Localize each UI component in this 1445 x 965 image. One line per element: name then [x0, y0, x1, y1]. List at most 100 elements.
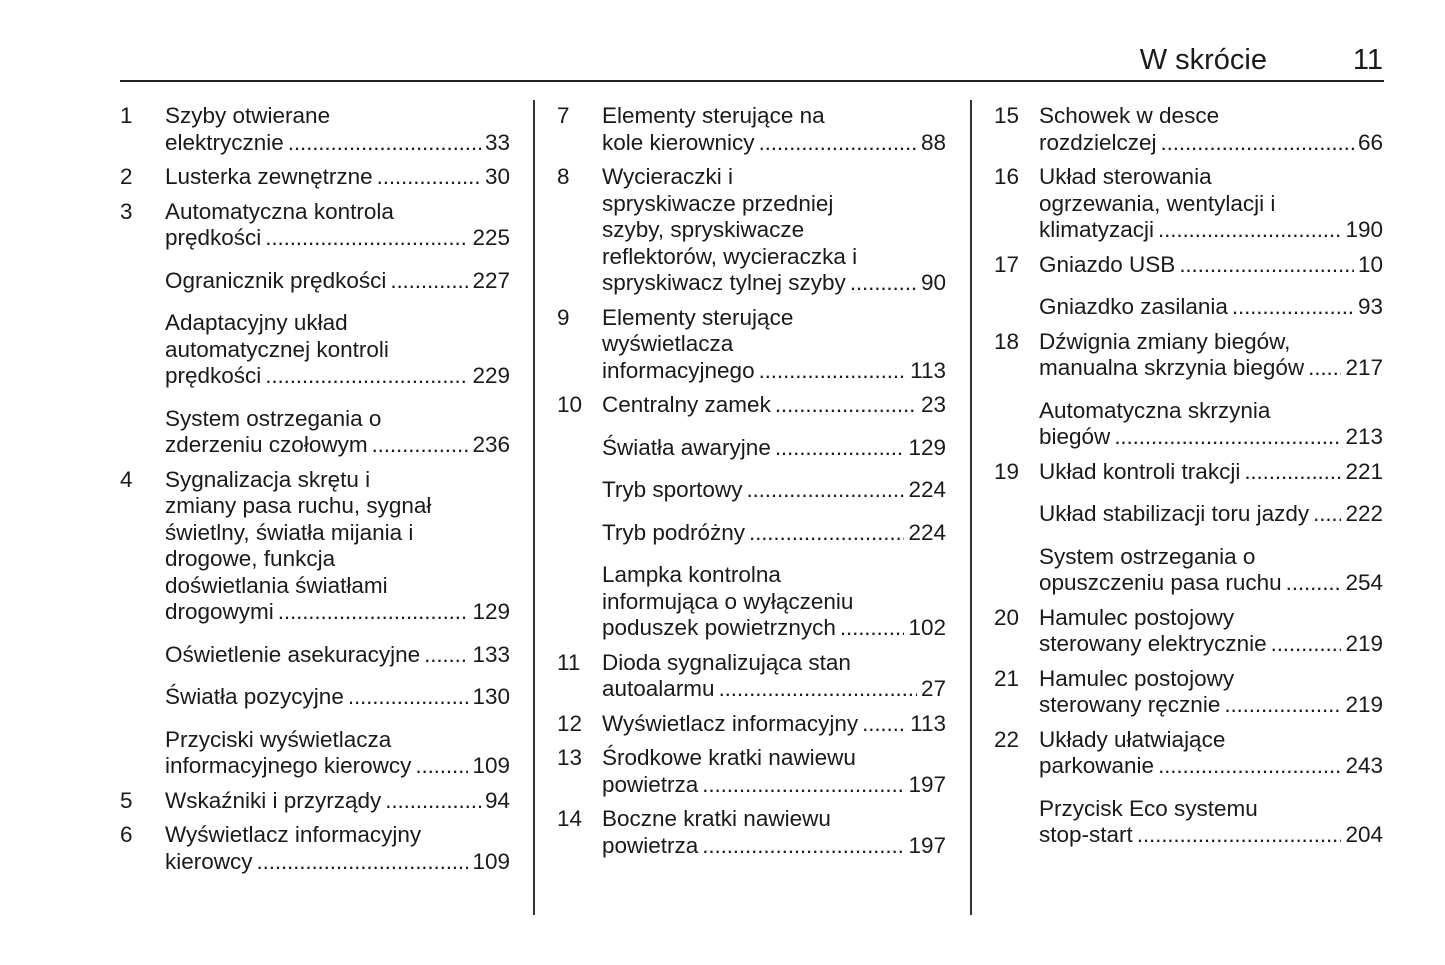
- index-entry[interactable]: 10 Centralny zamek 23: [557, 392, 946, 419]
- index-entry[interactable]: 19 Układ kontroli trakcji 221: [994, 459, 1383, 486]
- entry-last-line: Tryb sportowy 224: [602, 477, 946, 504]
- dot-leader: [759, 130, 917, 157]
- dot-leader: [775, 435, 905, 462]
- entry-text-line: informująca o wyłączeniu: [602, 588, 854, 614]
- entry-page-ref: 109: [472, 848, 510, 874]
- entry-text-line: poduszek powietrznych: [602, 615, 836, 640]
- dot-leader: [1114, 424, 1341, 451]
- entry-text-line: Tryb podróżny: [602, 519, 745, 545]
- entry-last-line: Ogranicznik prędkości 227: [165, 268, 510, 295]
- index-entry[interactable]: 8 Wycieraczki i spryskiwacze przedniej szyb…: [557, 164, 946, 297]
- entry-text-line: Układ stabilizacji toru jazdy: [1039, 501, 1310, 526]
- index-entry[interactable]: Przyciski wyświetlacza informacyjnego kie…: [120, 727, 510, 780]
- entry-text-line: autoalarmu: [602, 676, 715, 701]
- index-entry[interactable]: 9 Elementy sterujące wyświetlacza informacy…: [557, 305, 946, 385]
- entry-text-line: Układ sterowania: [1039, 164, 1212, 189]
- entry-page-ref: 224: [908, 519, 946, 545]
- entry-text-line: drogowe, funkcja: [165, 546, 336, 571]
- entry-last-line: kole kierownicy 88: [602, 130, 946, 157]
- entry-text-line: Ogranicznik prędkości: [165, 267, 387, 293]
- entry-text-line: Przyciski wyświetlacza: [165, 726, 392, 752]
- entry-text-line: Układy ułatwiające: [1039, 726, 1226, 752]
- entry-number: 13: [557, 745, 583, 770]
- entry-page-ref: 227: [472, 267, 510, 293]
- dot-leader: [775, 392, 917, 419]
- index-entry[interactable]: Układ stabilizacji toru jazdy 222: [994, 501, 1383, 528]
- dot-leader: [719, 676, 917, 703]
- dot-leader: [862, 711, 906, 738]
- index-entry[interactable]: 12 Wyświetlacz informacyjny 113: [557, 711, 946, 738]
- index-entry[interactable]: Oświetlenie asekuracyjne 133: [120, 642, 510, 669]
- entry-text-line: klimatyzacji: [1039, 217, 1155, 242]
- index-entry[interactable]: Lampka kontrolna informująca o wyłączeniu…: [557, 562, 946, 642]
- entry-last-line: informacyjnego kierowcy 109: [165, 753, 510, 780]
- index-entry[interactable]: 16 Układ sterowania ogrzewania, wentylacji…: [994, 164, 1383, 244]
- entry-text-line: szyby, spryskiwacze: [602, 217, 805, 242]
- dot-leader: [1308, 355, 1341, 382]
- index-entry[interactable]: 5 Wskaźniki i przyrządy 94: [120, 788, 510, 815]
- entry-page-ref: 197: [908, 771, 946, 797]
- dot-leader: [372, 432, 469, 459]
- entry-text-line: powietrza: [602, 771, 699, 797]
- entry-text-line: świetlny, światła mijania i: [165, 519, 414, 545]
- index-entry[interactable]: Adaptacyjny układ automatycznej kontroli p…: [120, 310, 510, 390]
- entry-page-ref: 204: [1345, 822, 1383, 847]
- entry-page-ref: 33: [484, 129, 510, 155]
- index-entry[interactable]: 4 Sygnalizacja skrętu i zmiany pasa ruchu,…: [120, 467, 510, 626]
- entry-last-line: informacyjnego 113: [602, 358, 946, 385]
- entry-page-ref: 66: [1357, 129, 1383, 155]
- index-entry[interactable]: Tryb podróżny 224: [557, 520, 946, 547]
- index-entry[interactable]: 17 Gniazdo USB 10: [994, 252, 1383, 279]
- dot-leader: [265, 225, 468, 252]
- entry-text-line: Wyświetlacz informacyjny: [602, 710, 859, 736]
- dot-leader: [1313, 501, 1341, 528]
- column-divider: [970, 100, 972, 915]
- entry-number: 21: [994, 665, 1020, 691]
- entry-last-line: poduszek powietrznych 102: [602, 615, 946, 642]
- index-entry[interactable]: Gniazdko zasilania 93: [994, 294, 1383, 321]
- index-entry[interactable]: 20 Hamulec postojowy sterowany elektryczni…: [994, 605, 1383, 658]
- index-entry[interactable]: 18 Dźwignia zmiany biegów, manualna skrzyn…: [994, 329, 1383, 382]
- entry-text-line: elektrycznie: [165, 129, 284, 155]
- entry-page-ref: 219: [1345, 692, 1383, 717]
- entry-page-ref: 236: [472, 432, 510, 457]
- column-divider: [533, 100, 535, 915]
- entry-text-line: Dźwignia zmiany biegów,: [1039, 328, 1291, 354]
- dot-leader: [1158, 753, 1341, 780]
- entry-last-line: sterowany elektrycznie 219: [1039, 631, 1383, 658]
- entry-page-ref: 243: [1345, 753, 1383, 778]
- entry-page-ref: 190: [1345, 217, 1383, 242]
- dot-leader: [1232, 294, 1354, 321]
- entry-last-line: Oświetlenie asekuracyjne 133: [165, 642, 510, 669]
- entry-page-ref: 219: [1345, 631, 1383, 656]
- entry-last-line: Lusterka zewnętrzne 30: [165, 164, 510, 191]
- index-entry[interactable]: Ogranicznik prędkości 227: [120, 268, 510, 295]
- index-entry[interactable]: Światła awaryjne 129: [557, 435, 946, 462]
- entry-text-line: kole kierownicy: [602, 129, 755, 155]
- entry-text-line: reflektorów, wycieraczka i: [602, 243, 858, 269]
- entry-page-ref: 130: [472, 684, 510, 709]
- index-entry[interactable]: System ostrzegania o opuszczeniu pasa ruc…: [994, 544, 1383, 597]
- entry-number: 3: [120, 198, 133, 224]
- entry-page-ref: 94: [484, 787, 510, 813]
- entry-text-line: powietrza: [602, 832, 699, 858]
- index-entry[interactable]: Tryb sportowy 224: [557, 477, 946, 504]
- entry-text-line: Boczne kratki nawiewu: [602, 806, 831, 831]
- index-entry[interactable]: 2 Lusterka zewnętrzne 30: [120, 164, 510, 191]
- index-entry[interactable]: Światła pozycyjne 130: [120, 684, 510, 711]
- dot-leader: [288, 130, 481, 157]
